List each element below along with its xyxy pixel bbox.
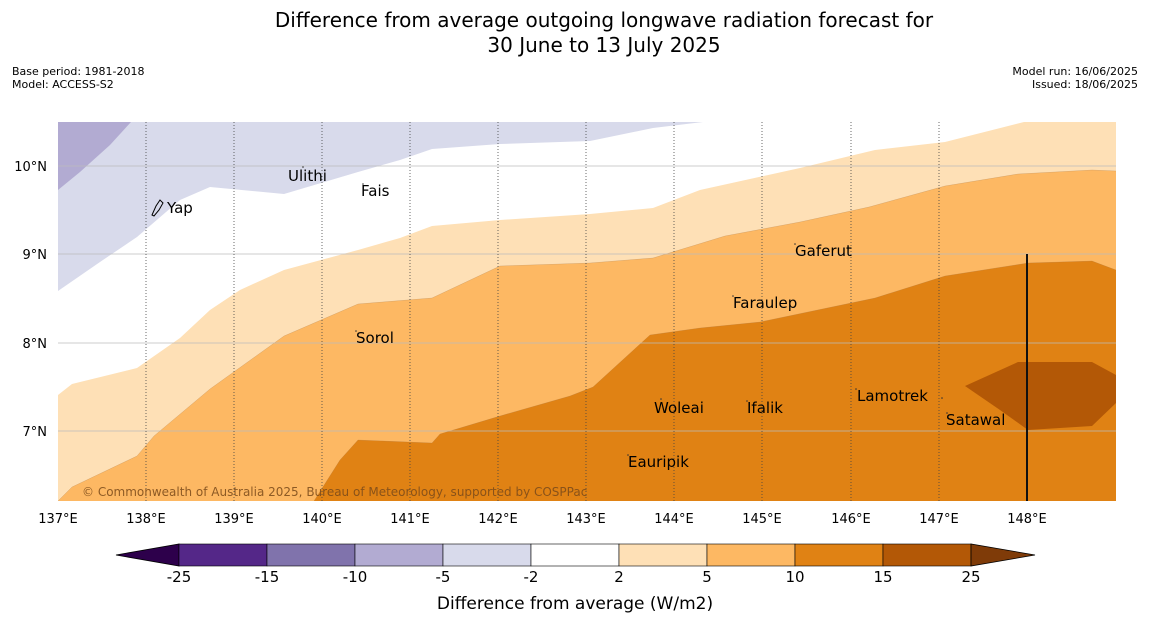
lon-tick-label: 148°E [1007,512,1047,527]
band-neg10-neg5 [58,122,131,190]
colorbar-tick-label: -25 [166,568,192,586]
lon-tick-label: 142°E [478,512,518,527]
place-label: Fais [361,182,390,200]
colorbar-swatch [178,543,268,567]
title-line-1: Difference from average outgoing longwav… [274,8,934,32]
colorbar-swatch [882,543,972,567]
lon-tick-label: 138°E [126,512,166,527]
place-label: Satawal [946,411,1005,429]
yap-island-shape [151,199,164,217]
place-label: Sorol [356,329,394,347]
lon-tick-label: 139°E [214,512,254,527]
colorbar-tick-label: -2 [523,568,539,586]
band-neg5-neg2 [58,122,703,291]
band-neg2-2 [58,122,1116,395]
lon-tick-label: 145°E [742,512,782,527]
place-label: Ifalik [747,399,783,417]
colorbar-tick-label: -5 [435,568,451,586]
colorbar-swatch [354,543,444,567]
map-plot-area: Ulithi Fais Yap Gaferut Faraulep Sorol W… [58,122,1116,501]
colorbar-swatch [794,543,884,567]
colorbar-swatch [266,543,356,567]
lat-tick-label: 7°N [23,425,48,440]
colorbar-swatch [530,543,620,567]
colorbar-tick-label: -10 [342,568,368,586]
colorbar-swatch [618,543,708,567]
map-title: Difference from average outgoing longwav… [0,8,1150,58]
colorbar-tick-label: 15 [873,568,893,586]
colorbar-tick-label: -15 [254,568,280,586]
title-line-2: 30 June to 13 July 2025 [487,33,721,57]
place-label: Gaferut [795,242,852,260]
lon-tick-label: 137°E [38,512,78,527]
colorbar-tick-label: 25 [961,568,981,586]
lat-tick-label: 9°N [23,248,48,263]
colorbar-tick-label: 5 [702,568,712,586]
meta-right: Model run: 16/06/2025 Issued: 18/06/2025 [1012,65,1138,91]
base-period: Base period: 1981-2018 [12,65,145,78]
meta-left: Base period: 1981-2018 Model: ACCESS-S2 [12,65,144,91]
model-name: Model: ACCESS-S2 [12,78,114,91]
place-label: Yap [166,199,193,217]
lon-tick-label: 141°E [390,512,430,527]
lat-tick-label: 8°N [23,337,48,352]
issued-date: Issued: 18/06/2025 [1031,78,1138,91]
lon-tick-label: 140°E [302,512,342,527]
colorbar-swatch [706,543,796,567]
lat-tick-label: 10°N [14,160,47,175]
lon-tick-label: 147°E [919,512,959,527]
colorbar-tick-label: 10 [785,568,805,586]
colorbar-extend-high [970,543,1036,567]
place-label: Ulithi [288,167,327,185]
lon-tick-label: 146°E [831,512,871,527]
place-label: Lamotrek [857,387,928,405]
colorbar-title: Difference from average (W/m2) [436,594,714,614]
lon-tick-label: 143°E [566,512,606,527]
place-label: Faraulep [733,294,797,312]
place-label: Eauripik [628,453,689,471]
colorbar-tick-label: 2 [614,568,624,586]
copyright-notice: © Commonwealth of Australia 2025, Bureau… [82,485,587,499]
place-label: Woleai [654,399,704,417]
model-run: Model run: 16/06/2025 [1012,65,1138,78]
colorbar-extend-low [115,543,180,567]
colorbar-swatch [442,543,532,567]
lon-tick-label: 144°E [654,512,694,527]
colorbar [115,543,1036,567]
band-15-25 [965,362,1116,430]
